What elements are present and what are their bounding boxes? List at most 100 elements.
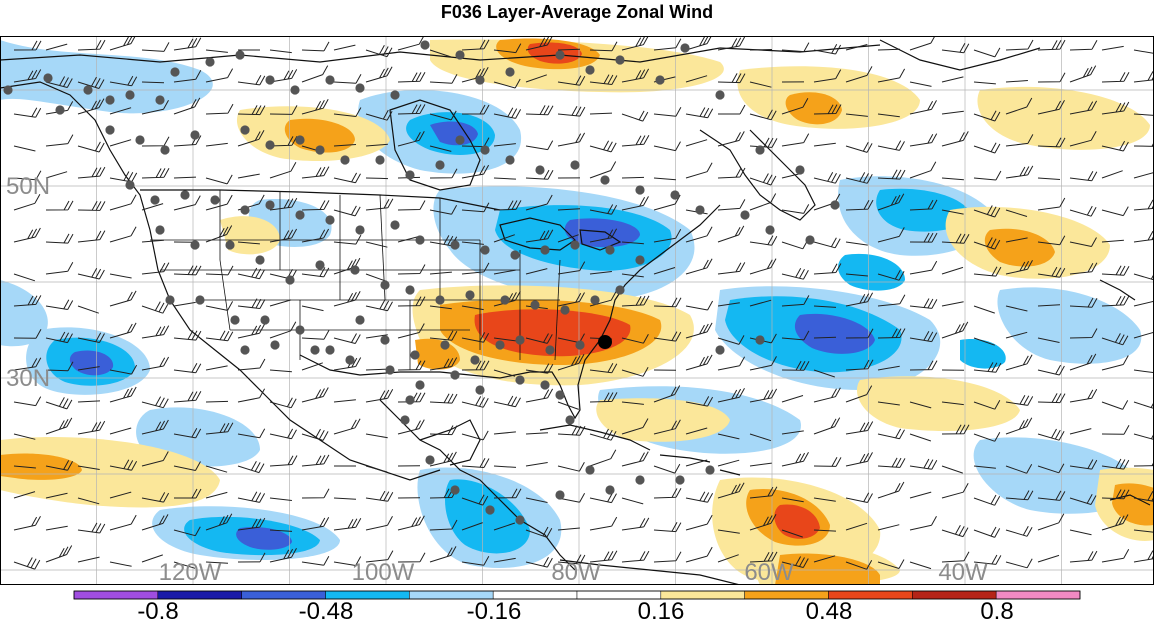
- wind-barb: [525, 74, 547, 83]
- wind-barb: [365, 143, 388, 147]
- wind-barb: [13, 491, 36, 499]
- wind-barb: [525, 497, 548, 503]
- wind-barb: [909, 260, 938, 275]
- station-dot: [425, 455, 435, 465]
- wind-barb: [301, 65, 329, 83]
- station-dot: [480, 245, 490, 255]
- wind-barb: [589, 74, 618, 85]
- wind-barb: [1037, 197, 1066, 211]
- station-dot: [225, 240, 235, 250]
- station-dot: [655, 75, 665, 85]
- wind-barb: [77, 366, 100, 371]
- coastline-11: [539, 424, 651, 451]
- wind-barb: [205, 422, 234, 435]
- wind-barb: [109, 514, 137, 531]
- wind-barb: [45, 397, 73, 410]
- shading-lightblue-4: [0, 280, 48, 347]
- lon-label-120w: 120W: [159, 559, 222, 586]
- wind-barb: [1133, 172, 1154, 179]
- wind-barb: [141, 239, 164, 243]
- wind-barb: [365, 198, 394, 211]
- wind-barb: [205, 465, 228, 473]
- shading-red-53: [527, 42, 582, 64]
- station-dot: [615, 55, 625, 65]
- wind-barb: [1005, 464, 1033, 474]
- shading-yellow-30: [977, 86, 1150, 150]
- wind-barb: [205, 265, 234, 276]
- wind-barb: [429, 74, 458, 84]
- wind-barb: [269, 497, 292, 501]
- wind-barb: [845, 66, 873, 83]
- wind-barb: [718, 104, 746, 115]
- wind-barb: [941, 482, 969, 499]
- coastline-1: [299, 204, 721, 420]
- wind-barb: [973, 237, 1001, 250]
- wind-barb: [525, 105, 554, 116]
- wind-barb: [461, 494, 489, 506]
- wind-barb: [877, 68, 906, 83]
- wind-barb: [653, 419, 681, 435]
- wind-barb: [45, 200, 74, 211]
- wind-barb: [301, 41, 330, 52]
- wind-barb: [525, 140, 554, 151]
- wind-barb: [653, 551, 682, 563]
- wind-barb: [749, 299, 772, 307]
- wind-barb: [973, 110, 1001, 122]
- wind-barb: [77, 201, 106, 211]
- wind-barb: [877, 401, 900, 406]
- station-dot: [705, 465, 715, 475]
- wind-barb: [781, 42, 810, 53]
- wind-barb: [813, 336, 837, 339]
- wind-barb: [13, 69, 42, 83]
- wind-barb: [237, 517, 266, 531]
- wind-barb: [781, 360, 810, 371]
- wind-barb: [1005, 97, 1033, 115]
- wind-barb: [525, 526, 553, 538]
- wind-barb: [557, 208, 581, 211]
- wind-barb: [749, 193, 777, 211]
- wind-barb: [1133, 113, 1154, 116]
- wind-barb: [205, 103, 234, 115]
- wind-barb: [845, 172, 873, 184]
- wind-barb: [493, 107, 522, 119]
- colorbar-label-2: -0.48: [299, 598, 354, 622]
- wind-barb: [1133, 491, 1154, 502]
- wind-barb: [909, 491, 932, 499]
- wind-barb: [1101, 489, 1130, 500]
- lon-label-100w: 100W: [352, 559, 415, 586]
- wind-barb: [173, 390, 202, 403]
- wind-barb: [333, 144, 357, 147]
- wind-barb: [429, 425, 458, 436]
- wind-barb: [397, 419, 425, 435]
- wind-barb: [77, 420, 106, 435]
- wind-barb: [909, 360, 938, 371]
- wind-barb: [845, 492, 873, 503]
- wind-barb: [13, 227, 41, 243]
- coastline-3: [419, 419, 481, 466]
- wind-barb: [109, 36, 136, 51]
- wind-barb: [1101, 514, 1129, 531]
- wind-barb: [1069, 237, 1097, 247]
- wind-barb: [557, 132, 586, 147]
- wind-barb: [781, 204, 810, 214]
- wind-barb: [589, 428, 617, 441]
- wind-barb: [493, 557, 516, 563]
- wind-barb: [1101, 424, 1130, 435]
- wind-barb: [333, 517, 362, 531]
- wind-barb: [1069, 353, 1097, 371]
- wind-barb: [525, 556, 553, 568]
- wind-barb: [941, 321, 969, 339]
- wind-barb: [717, 167, 746, 179]
- wind-barb: [141, 301, 169, 314]
- station-dot: [260, 315, 270, 325]
- wind-barb: [301, 488, 330, 499]
- shading-orange-48: [775, 553, 880, 585]
- wind-barb: [941, 76, 964, 83]
- wind-barb: [941, 465, 963, 474]
- wind-barb: [973, 47, 1001, 58]
- station-dot: [695, 205, 705, 215]
- wind-barb: [237, 323, 265, 339]
- wind-barb: [685, 107, 714, 119]
- wind-barb: [141, 356, 170, 371]
- station-dot: [83, 85, 93, 95]
